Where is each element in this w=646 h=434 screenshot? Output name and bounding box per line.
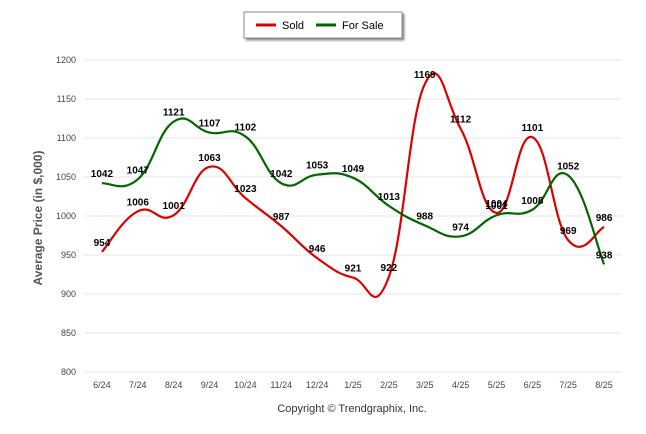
data-label-for-sale: 1121 bbox=[163, 108, 185, 119]
data-label-sold: 921 bbox=[345, 264, 362, 275]
y-tick-label: 850 bbox=[61, 328, 76, 338]
x-tick-label: 7/24 bbox=[129, 380, 147, 390]
x-tick-label: 10/24 bbox=[234, 380, 257, 390]
x-tick-label: 2/25 bbox=[380, 380, 398, 390]
data-label-sold: 1112 bbox=[450, 115, 472, 126]
x-axis-ticks: 6/24 7/24 8/24 9/24 10/24 11/24 12/24 1/25 2/25 3… bbox=[93, 380, 613, 390]
x-tick-label: 9/24 bbox=[201, 380, 219, 390]
data-label-for-sale: 1042 bbox=[91, 169, 114, 180]
data-label-sold: 1023 bbox=[234, 184, 257, 195]
data-label-for-sale: 1053 bbox=[306, 161, 329, 172]
y-axis-title: Average Price (in $,000) bbox=[31, 151, 45, 286]
x-tick-label: 1/25 bbox=[344, 380, 362, 390]
x-tick-label: 8/25 bbox=[595, 380, 613, 390]
x-tick-label: 7/25 bbox=[559, 380, 577, 390]
data-label-sold: 946 bbox=[309, 244, 326, 255]
legend-label-for-sale: For Sale bbox=[342, 20, 384, 32]
data-label-for-sale: 1013 bbox=[378, 192, 401, 203]
data-label-sold: 1006 bbox=[127, 197, 150, 208]
data-label-for-sale: 1001 bbox=[485, 201, 508, 212]
x-tick-label: 8/24 bbox=[165, 380, 183, 390]
y-tick-label: 800 bbox=[61, 367, 76, 377]
data-label-for-sale: 1102 bbox=[235, 122, 257, 133]
x-tick-label: 12/24 bbox=[306, 380, 329, 390]
data-label-for-sale: 1042 bbox=[270, 169, 293, 180]
x-tick-label: 6/24 bbox=[93, 380, 111, 390]
legend-label-sold: Sold bbox=[282, 20, 304, 32]
data-label-sold: 986 bbox=[596, 213, 613, 224]
data-label-sold: 954 bbox=[94, 238, 111, 249]
y-tick-label: 950 bbox=[61, 250, 76, 260]
series-line-sold bbox=[101, 72, 605, 298]
legend: Sold For Sale bbox=[243, 11, 403, 39]
copyright-footer: Copyright © Trendgraphix, Inc. bbox=[277, 403, 426, 415]
data-label-sold: 1169 bbox=[414, 70, 436, 81]
x-tick-label: 6/25 bbox=[524, 380, 542, 390]
data-label-for-sale: 938 bbox=[596, 250, 613, 261]
series-line-for-sale bbox=[101, 117, 606, 265]
data-label-for-sale: 1052 bbox=[557, 161, 580, 172]
data-label-sold: 987 bbox=[273, 212, 290, 223]
data-label-sold: 1101 bbox=[521, 123, 543, 134]
data-label-sold: 1063 bbox=[198, 153, 221, 164]
x-tick-label: 11/24 bbox=[270, 380, 292, 390]
data-label-sold: 969 bbox=[560, 226, 577, 237]
data-label-for-sale: 1049 bbox=[342, 164, 365, 175]
data-label-for-sale: 1107 bbox=[199, 119, 221, 130]
y-axis-ticks: 800 850 900 950 1000 1050 1100 1150 1200 bbox=[56, 55, 76, 377]
y-tick-label: 900 bbox=[61, 289, 76, 299]
data-labels: 954 1006 1001 1063 1023 987 946 921 922 1169 1112 1… bbox=[91, 70, 613, 274]
y-tick-label: 1200 bbox=[56, 55, 76, 65]
data-label-sold: 1004 bbox=[485, 199, 508, 210]
data-label-for-sale: 1008 bbox=[521, 196, 544, 207]
y-tick-label: 1150 bbox=[57, 94, 76, 104]
x-tick-label: 3/25 bbox=[416, 380, 434, 390]
y-tick-label: 1100 bbox=[57, 133, 76, 143]
data-label-sold: 922 bbox=[381, 263, 398, 274]
y-tick-label: 1000 bbox=[56, 211, 76, 221]
data-label-for-sale: 988 bbox=[416, 211, 433, 222]
y-tick-label: 1050 bbox=[56, 172, 76, 182]
x-tick-label: 4/25 bbox=[452, 380, 470, 390]
series-lines bbox=[101, 72, 606, 298]
data-label-sold: 1001 bbox=[163, 201, 186, 212]
data-label-for-sale: 1047 bbox=[127, 165, 150, 176]
data-label-for-sale: 974 bbox=[452, 222, 469, 233]
x-tick-label: 5/25 bbox=[488, 380, 506, 390]
